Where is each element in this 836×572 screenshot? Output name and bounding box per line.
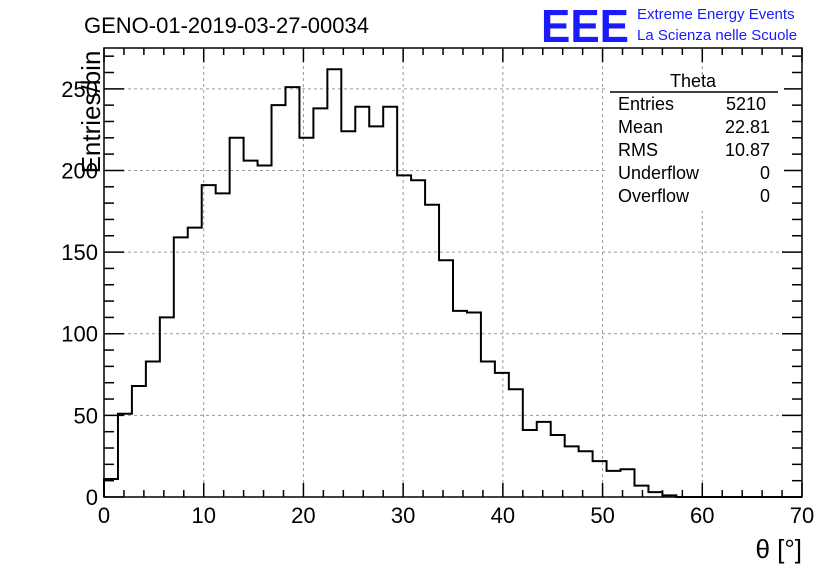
x-tick-label: 0	[98, 503, 110, 528]
histogram-bin	[509, 389, 523, 497]
plot-frame	[103, 47, 803, 498]
histogram-bin	[160, 317, 174, 497]
stats-box-bg	[606, 75, 784, 211]
histogram-bin	[188, 228, 202, 497]
y-tick-label: 250	[61, 77, 98, 102]
histogram-bin	[397, 175, 411, 497]
histogram-bin	[216, 193, 230, 497]
histogram-bin	[593, 461, 607, 497]
stats-box: Theta Entries 5210 Mean 22.81 RMS 10.87 …	[606, 71, 784, 211]
stats-label-rms: RMS	[618, 140, 658, 160]
histogram-bin	[495, 373, 509, 497]
histogram-bin	[523, 430, 537, 497]
histogram-bin	[383, 107, 397, 497]
stats-value-mean: 22.81	[725, 117, 770, 137]
chart-title: GENO-01-2019-03-27-00034	[84, 13, 369, 38]
y-tick-label: 150	[61, 240, 98, 265]
histogram-bin	[132, 386, 146, 497]
histogram-bin	[341, 131, 355, 497]
x-tick-label: 70	[790, 503, 814, 528]
histogram-bin	[327, 69, 341, 497]
histogram-bin	[579, 451, 593, 497]
histogram-bin	[285, 87, 299, 497]
y-tick-label: 200	[61, 158, 98, 183]
histogram-bin	[146, 361, 160, 497]
histogram-bin	[634, 486, 648, 497]
x-tick-label: 30	[391, 503, 415, 528]
logo-line-2: La Scienza nelle Scuole	[637, 27, 797, 44]
y-axis-title: Entries/bin	[76, 51, 106, 174]
y-tick-label: 0	[86, 485, 98, 510]
eee-logo: EEE Extreme Energy Events La Scienza nel…	[541, 0, 797, 52]
y-tick-label: 100	[61, 322, 98, 347]
stats-label-entries: Entries	[618, 94, 674, 114]
histogram-bin	[230, 138, 244, 497]
histogram-bin	[607, 471, 621, 497]
stats-title: Theta	[670, 71, 717, 91]
histogram-bin	[425, 205, 439, 497]
histogram-bin	[313, 108, 327, 497]
histogram-bin	[439, 260, 453, 497]
histogram-bin	[411, 180, 425, 497]
stats-value-entries: 5210	[726, 94, 766, 114]
x-tick-label: 10	[191, 503, 215, 528]
x-axis-title: θ [°]	[755, 534, 802, 564]
stats-label-mean: Mean	[618, 117, 663, 137]
stats-value-rms: 10.87	[725, 140, 770, 160]
histogram-bin	[369, 126, 383, 497]
histogram-bin	[118, 414, 132, 497]
histogram-bin	[537, 422, 551, 497]
histogram-bin	[355, 107, 369, 497]
stats-label-underflow: Underflow	[618, 163, 700, 183]
x-tick-label: 20	[291, 503, 315, 528]
stats-value-underflow: 0	[760, 163, 770, 183]
x-tick-label: 50	[590, 503, 614, 528]
histogram-bin	[258, 166, 272, 497]
x-tick-label: 60	[690, 503, 714, 528]
histogram-bin	[244, 161, 258, 497]
histogram-bin	[299, 138, 313, 497]
x-tick-label: 40	[491, 503, 515, 528]
histogram-bin	[174, 237, 188, 497]
axes: 0 10 20 30 40 50 60 70 0 50 100 150 200 250	[61, 47, 814, 528]
histogram-bin	[481, 361, 495, 497]
histogram-bin	[453, 311, 467, 497]
stats-label-overflow: Overflow	[618, 186, 690, 206]
stats-value-overflow: 0	[760, 186, 770, 206]
histogram-line	[103, 68, 802, 498]
histogram-bin	[467, 313, 481, 497]
histogram-series	[103, 68, 802, 498]
histogram-bin	[565, 446, 579, 497]
histogram-bin	[551, 435, 565, 497]
logo-line-1: Extreme Energy Events	[637, 6, 795, 23]
logo-letters: EEE	[541, 0, 629, 52]
histogram-bin	[104, 479, 118, 497]
y-tick-label: 50	[74, 403, 98, 428]
histogram-bin	[272, 105, 286, 497]
